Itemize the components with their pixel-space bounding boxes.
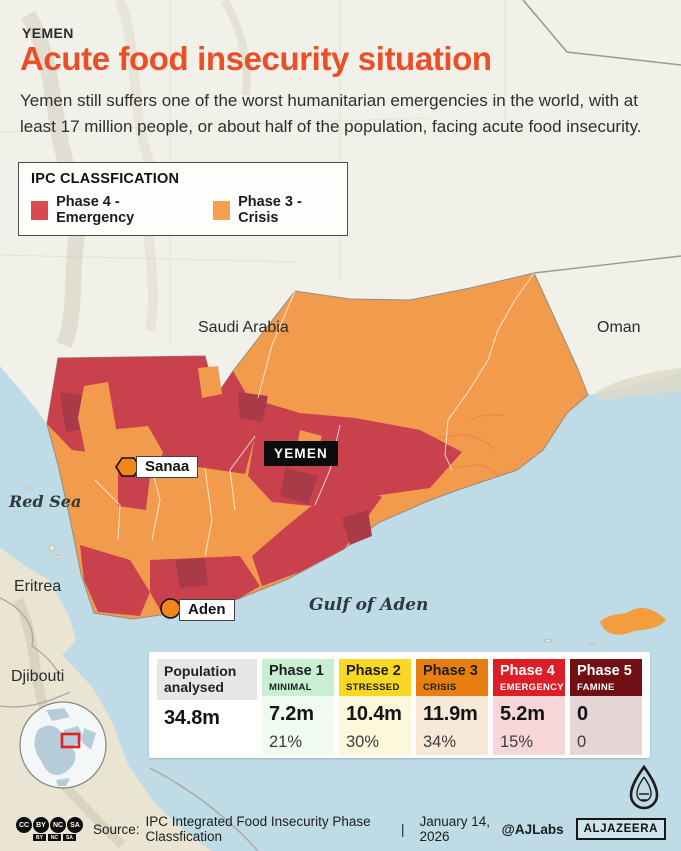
cc-nc-icon: NC [50, 817, 66, 833]
phase5-value: 0 [577, 702, 588, 725]
ajlabs-credit: @AJLabs [501, 821, 564, 837]
yemen-country-chip: YEMEN [264, 441, 339, 466]
creative-commons-icons: CC BY NC SA BY NC SA [16, 817, 83, 841]
saudi-oman-border [522, 0, 681, 66]
socotra-island [600, 607, 666, 635]
phase2-column: Phase 2 STRESSED 10.4m 30% [339, 659, 411, 755]
phase4-value: 5.2m [500, 702, 545, 725]
cc-sa-tag: SA [63, 834, 76, 841]
legend-title: IPC CLASSFICATION [31, 171, 180, 187]
footer-date: January 14, 2026 [419, 814, 491, 844]
phase3-value: 11.9m [423, 702, 478, 725]
small-islands [27, 485, 596, 646]
aljazeera-calligraphy-icon [629, 764, 659, 810]
population-header: Population analysed [157, 659, 257, 700]
phase1-body: 7.2m 21% [262, 695, 334, 755]
africa-borders [0, 597, 259, 851]
label-gulf-of-aden: Gulf of Aden [309, 595, 429, 615]
kicker-label: YEMEN [22, 25, 74, 41]
district-borders [94, 272, 535, 557]
legend-item-phase3: Phase 3 - Crisis [213, 194, 335, 226]
aljazeera-logo-box: ALJAZEERA [575, 818, 666, 840]
locator-globe [19, 701, 107, 789]
aden-city-chip: Aden [179, 599, 235, 621]
population-column: Population analysed 34.8m [157, 659, 257, 751]
phase4-body: 5.2m 15% [493, 695, 565, 755]
phase5-header: Phase 5 FAMINE [570, 659, 642, 696]
globe-yemen-highlight [60, 732, 81, 749]
phase4-swatch [31, 200, 49, 220]
phase3-swatch [213, 200, 231, 220]
phase3-body: 11.9m 34% [416, 695, 488, 755]
sanaa-hexagon-icon [115, 457, 141, 477]
phase5-body: 0 0 [570, 695, 642, 755]
label-saudi-arabia: Saudi Arabia [198, 319, 289, 336]
phase1-value: 7.2m [269, 702, 314, 725]
label-red-sea: Red Sea [9, 492, 82, 511]
phase5-percent: 0 [577, 732, 587, 751]
page-title: Acute food insecurity situation [20, 40, 492, 77]
ipc-data-table: Population analysed 34.8m Phase 1 MINIMA… [149, 652, 650, 758]
phase2-body: 10.4m 30% [339, 695, 411, 755]
page-description: Yemen still suffers one of the worst hum… [20, 91, 642, 136]
source-label: Source: [93, 821, 140, 837]
legend-item-label: Phase 3 - Crisis [238, 194, 302, 226]
phase4-percent: 15% [500, 732, 534, 751]
footer-bar: CC BY NC SA BY NC SA Source: IPC Integra… [16, 814, 666, 844]
label-oman: Oman [597, 319, 641, 336]
legend-items: Phase 4 - Emergency Phase 3 - Crisis [31, 194, 335, 226]
saudi-oman-border-2 [533, 255, 681, 274]
phase5-column: Phase 5 FAMINE 0 0 [570, 659, 642, 755]
population-value: 34.8m [164, 707, 220, 729]
source-text: IPC Integrated Food Insecurity Phase Cla… [145, 814, 371, 844]
label-djibouti: Djibouti [11, 668, 65, 685]
cc-by-icon: BY [33, 817, 49, 833]
phase4-column: Phase 4 EMERGENCY 5.2m 15% [493, 659, 565, 755]
legend-item-phase4: Phase 4 - Emergency [31, 194, 187, 226]
cc-icon: CC [16, 817, 32, 833]
label-eritrea: Eritrea [14, 578, 62, 595]
footer-separator: | [400, 821, 405, 837]
phase3-column: Phase 3 CRISIS 11.9m 34% [416, 659, 488, 755]
phase3-header: Phase 3 CRISIS [416, 659, 488, 696]
phase1-header: Phase 1 MINIMAL [262, 659, 334, 696]
cc-by-tag: BY [33, 834, 46, 841]
phase3-percent: 34% [423, 732, 457, 751]
cc-nc-tag: NC [48, 834, 61, 841]
oman-terrain [596, 368, 681, 400]
cc-sa-icon: SA [67, 817, 83, 833]
legend-item-label: Phase 4 - Emergency [56, 194, 135, 226]
phase1-column: Phase 1 MINIMAL 7.2m 21% [262, 659, 334, 755]
phase2-percent: 30% [346, 732, 380, 751]
population-body: 34.8m [157, 700, 257, 751]
phase4-header: Phase 4 EMERGENCY [493, 659, 565, 696]
phase2-header: Phase 2 STRESSED [339, 659, 411, 696]
phase1-percent: 21% [269, 732, 303, 751]
phase2-value: 10.4m [346, 702, 402, 725]
graticule-lines [0, 0, 506, 345]
sanaa-city-chip: Sanaa [136, 456, 199, 478]
ipc-legend: IPC CLASSFICATION Phase 4 - Emergency Ph… [18, 162, 348, 236]
